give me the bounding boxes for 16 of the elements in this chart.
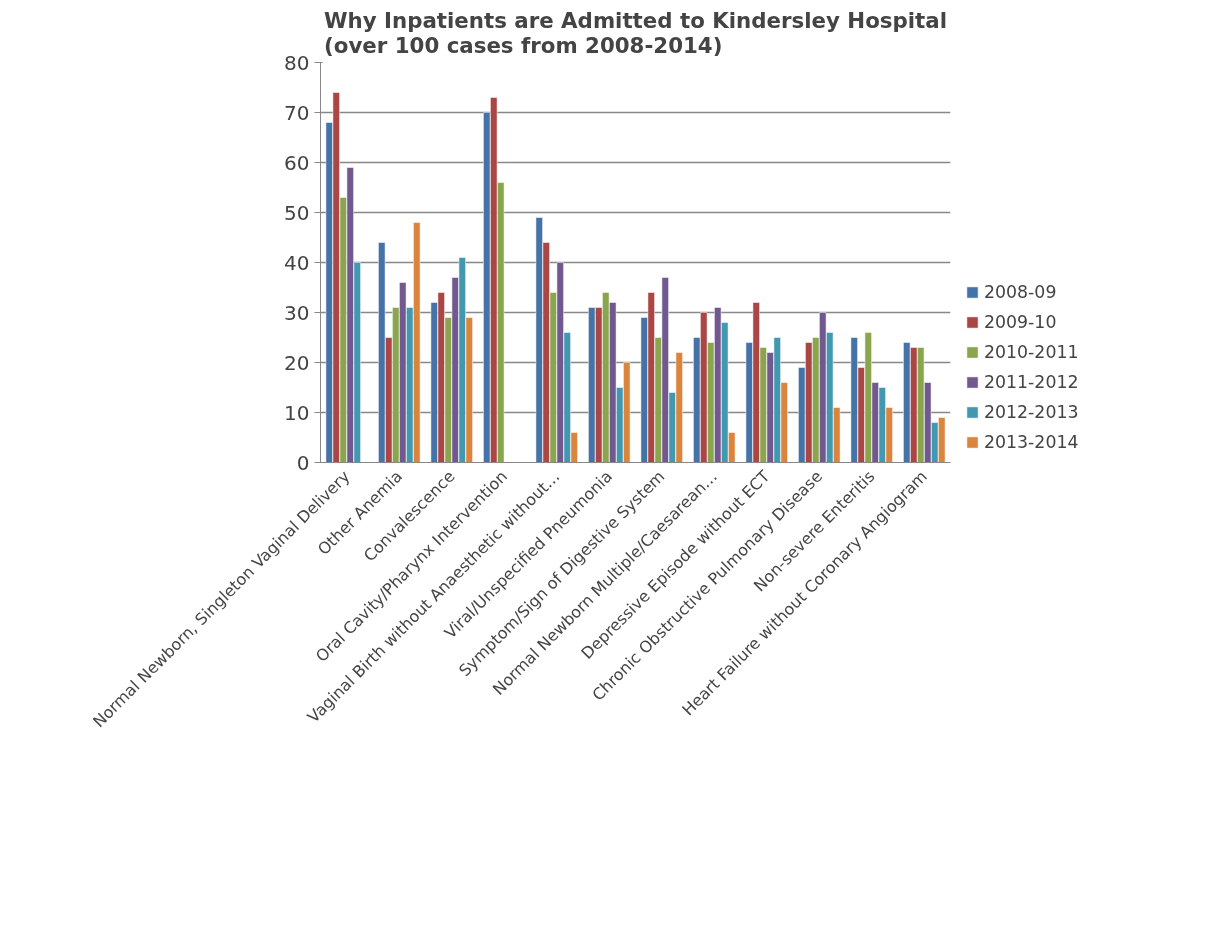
- y-tick-label: 30: [284, 300, 310, 325]
- y-tick-label: 70: [284, 100, 310, 125]
- legend-label: 2011-2012: [984, 372, 1079, 392]
- y-tick-label: 80: [284, 50, 310, 75]
- y-tick-label: 0: [296, 450, 310, 475]
- y-tick-label: 60: [284, 150, 310, 175]
- legend-label: 2012-2013: [984, 402, 1079, 422]
- y-tick-label: 40: [284, 250, 310, 275]
- legend-label: 2009-10: [984, 312, 1057, 332]
- legend-label: 2010-2011: [984, 342, 1079, 362]
- legend-label: 2013-2014: [984, 432, 1079, 452]
- chart-title: Why Inpatients are Admitted to Kindersley Hospital (over 100 cases from 2008-2014): [324, 7, 947, 58]
- y-tick-label: 20: [284, 350, 310, 375]
- y-tick-label: 10: [284, 400, 310, 425]
- legend-label: 2008-09: [984, 282, 1057, 302]
- y-tick-label: 50: [284, 200, 310, 225]
